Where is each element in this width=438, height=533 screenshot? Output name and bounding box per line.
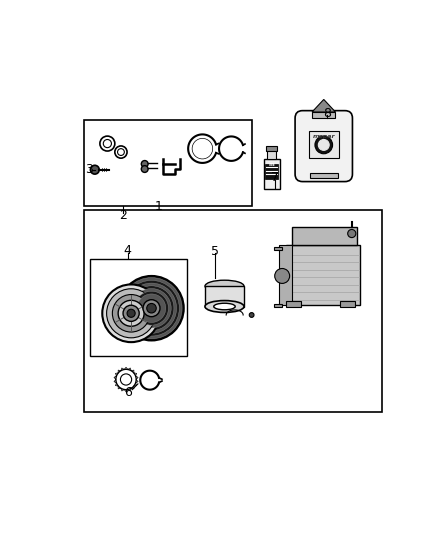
Bar bbox=[264, 159, 280, 189]
Ellipse shape bbox=[214, 303, 235, 310]
Bar bbox=[309, 131, 339, 158]
Bar bbox=[267, 150, 276, 159]
Circle shape bbox=[119, 276, 184, 341]
Text: 5: 5 bbox=[211, 245, 219, 257]
Circle shape bbox=[147, 303, 156, 313]
Bar bbox=[274, 304, 282, 307]
Circle shape bbox=[315, 136, 332, 154]
Circle shape bbox=[127, 309, 135, 317]
Circle shape bbox=[275, 269, 290, 284]
Circle shape bbox=[141, 166, 148, 172]
Circle shape bbox=[118, 300, 144, 326]
Circle shape bbox=[106, 289, 155, 338]
Text: 7: 7 bbox=[271, 171, 279, 184]
Bar bbox=[286, 245, 360, 305]
Bar bbox=[84, 210, 382, 411]
Ellipse shape bbox=[205, 280, 244, 292]
FancyBboxPatch shape bbox=[295, 111, 353, 182]
Circle shape bbox=[318, 140, 329, 150]
Circle shape bbox=[113, 295, 150, 332]
Circle shape bbox=[124, 280, 179, 336]
Polygon shape bbox=[312, 100, 336, 112]
Bar bbox=[266, 146, 277, 151]
Circle shape bbox=[249, 313, 254, 317]
Circle shape bbox=[141, 160, 148, 167]
Circle shape bbox=[137, 294, 166, 322]
Bar bbox=[205, 286, 244, 306]
Text: 3: 3 bbox=[85, 163, 93, 176]
Circle shape bbox=[348, 229, 356, 238]
Circle shape bbox=[134, 291, 169, 325]
Text: 6: 6 bbox=[124, 385, 132, 399]
Circle shape bbox=[121, 278, 182, 339]
Text: m: m bbox=[269, 163, 275, 167]
Circle shape bbox=[90, 165, 99, 174]
Bar bbox=[310, 173, 338, 178]
Circle shape bbox=[129, 286, 174, 330]
Bar bbox=[286, 301, 301, 307]
Bar bbox=[84, 120, 251, 206]
Text: 8: 8 bbox=[323, 107, 331, 119]
Bar bbox=[274, 247, 282, 251]
Bar bbox=[279, 245, 293, 305]
Bar bbox=[293, 227, 357, 245]
Text: 1: 1 bbox=[154, 200, 162, 213]
Circle shape bbox=[102, 285, 160, 342]
Circle shape bbox=[143, 300, 160, 317]
Bar bbox=[90, 259, 187, 356]
Bar bbox=[265, 164, 279, 179]
Bar bbox=[312, 112, 336, 118]
Text: mopar: mopar bbox=[312, 134, 335, 139]
Bar bbox=[340, 301, 355, 307]
Circle shape bbox=[123, 305, 139, 321]
Text: 2: 2 bbox=[119, 209, 127, 222]
Circle shape bbox=[127, 283, 177, 333]
Circle shape bbox=[132, 288, 171, 328]
Ellipse shape bbox=[205, 301, 244, 312]
Text: 4: 4 bbox=[124, 244, 132, 257]
